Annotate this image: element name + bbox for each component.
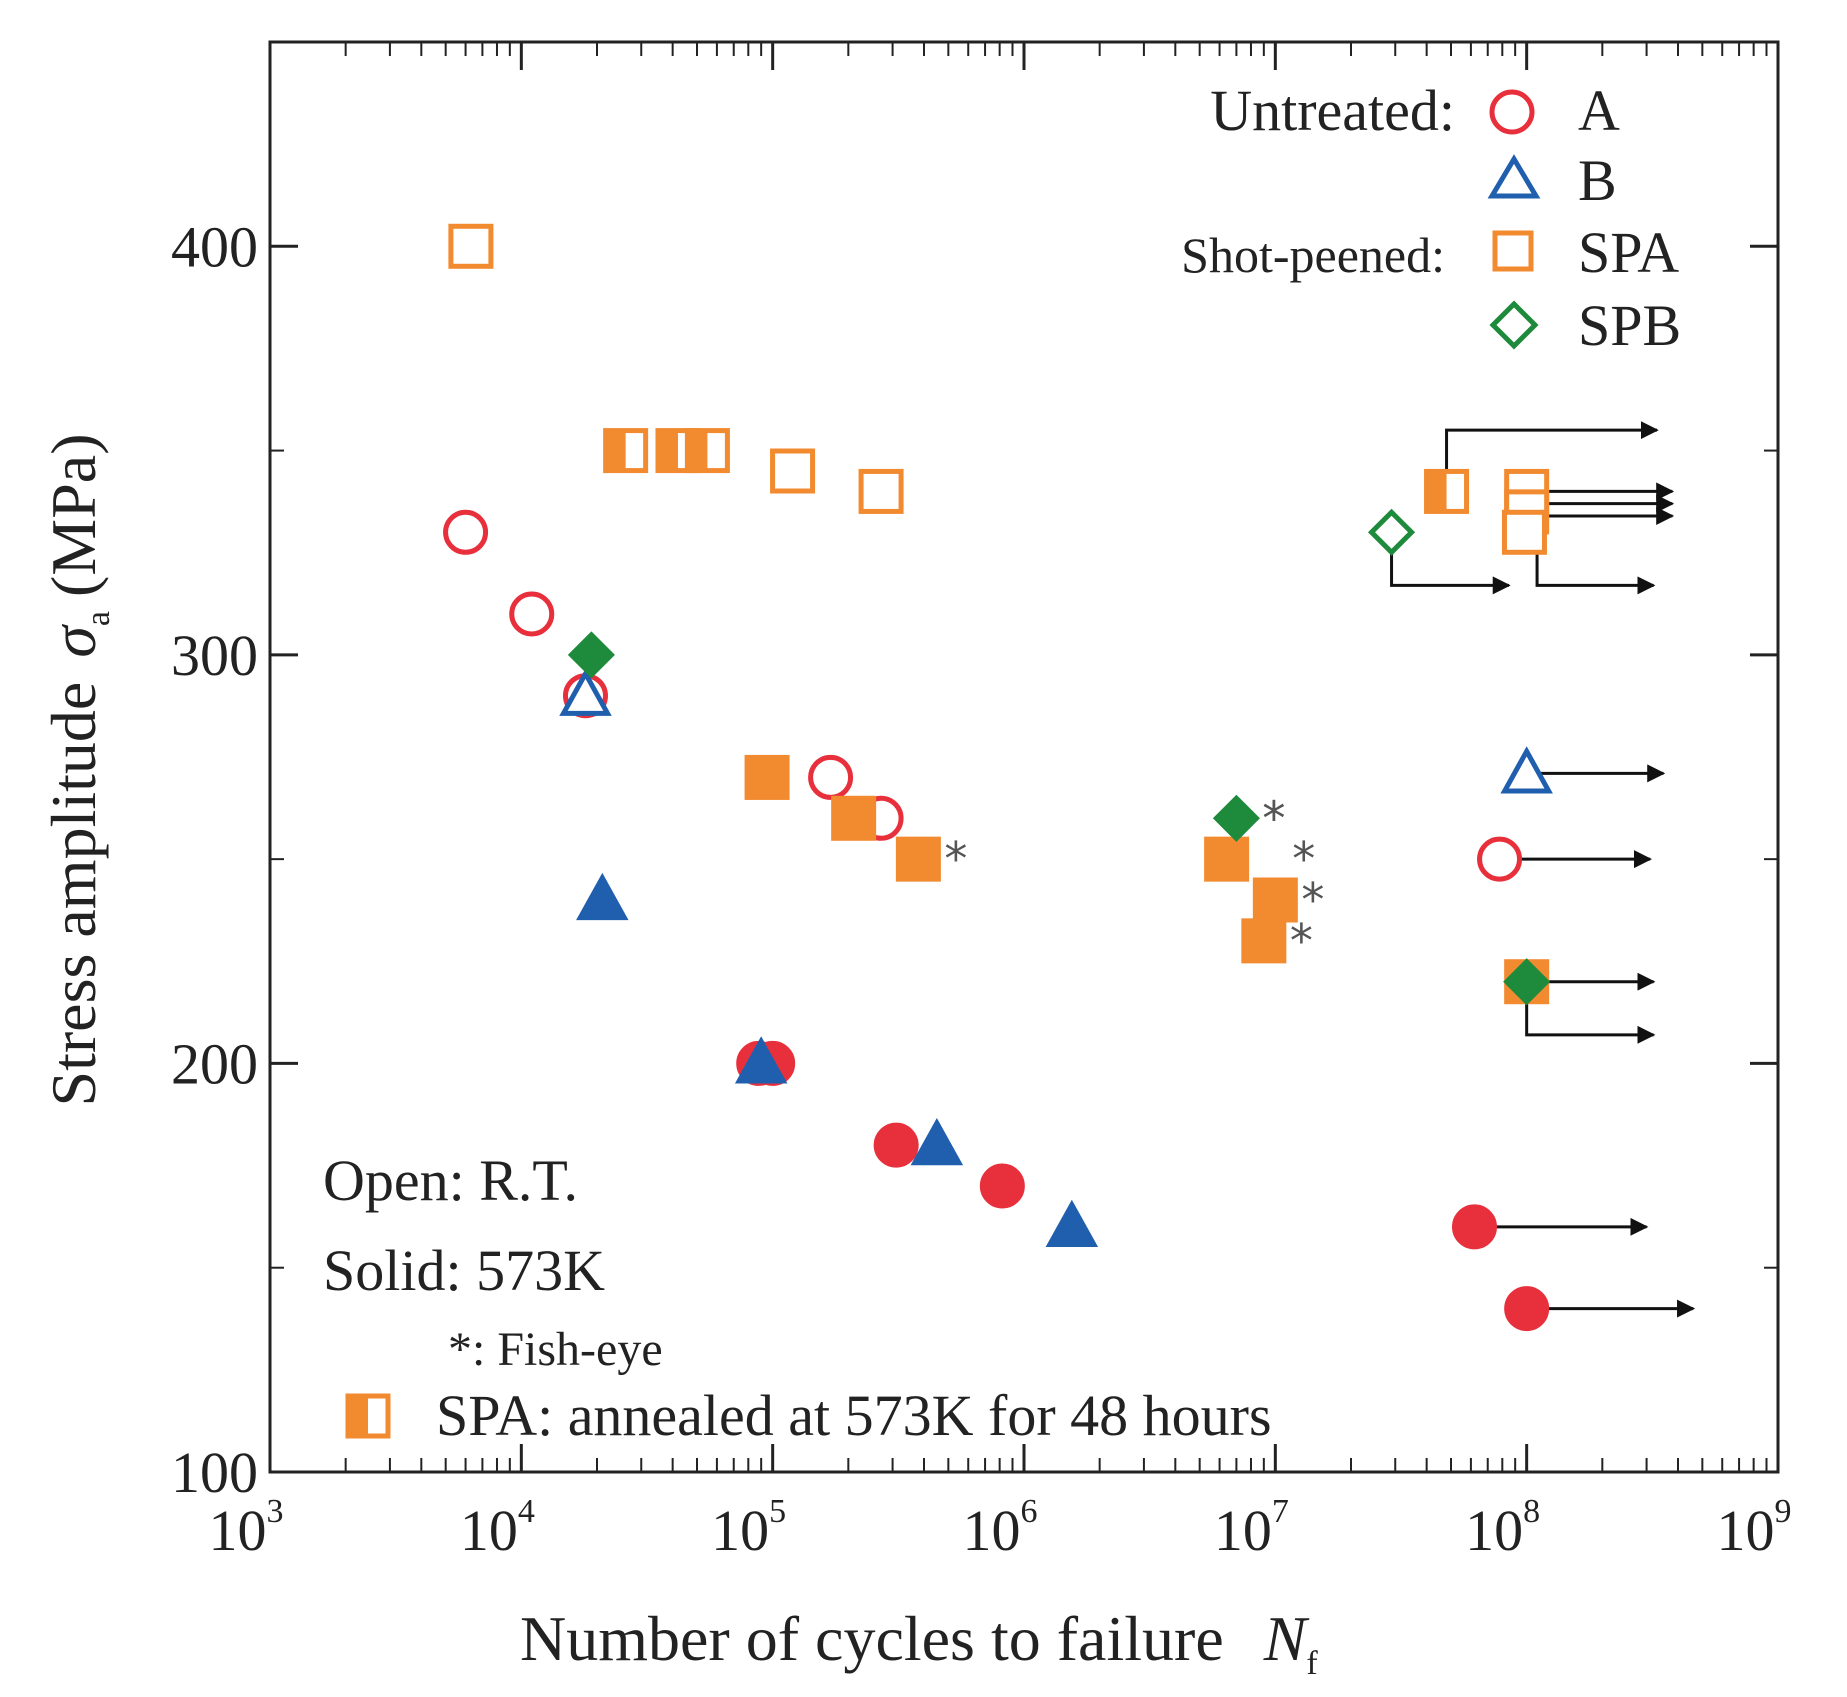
point-a-solid (979, 1163, 1025, 1209)
fisheye-marker: * (1290, 914, 1313, 968)
legend-marker-a (1489, 89, 1535, 135)
point-spa-solid (1204, 836, 1250, 882)
legend: Untreated: A B Shot-peened: SPA SPB (1181, 78, 1681, 358)
fisheye-marker: * (1292, 832, 1315, 886)
fisheye-marker: * (944, 832, 967, 886)
x-tick-base: 10 (963, 1498, 1021, 1563)
point-b-open (559, 668, 612, 716)
legend-group-shot-peened: Shot-peened: (1181, 227, 1445, 283)
condition-notes: Open: R.T. Solid: 573K *: Fish-eye SPA: … (323, 1148, 1272, 1448)
x-tick-base: 10 (460, 1498, 518, 1563)
note-fisheye: *: Fish-eye (448, 1323, 663, 1376)
point-spa-annealed (603, 428, 649, 474)
x-axis-label: Number of cycles to failure (520, 1603, 1224, 1674)
point-spa-solid (1241, 918, 1287, 964)
y-tick-label: 100 (171, 1440, 258, 1505)
x-tick-exponent: 6 (1021, 1493, 1038, 1530)
point-a-open (808, 754, 854, 800)
point-spa-open (448, 223, 494, 269)
y-axis-unit: (MPa) (38, 433, 109, 597)
point-a-open (443, 509, 489, 555)
runout-arrow (1535, 532, 1656, 595)
x-tick-label: 103 (209, 1493, 284, 1563)
x-tick-exponent: 9 (1775, 1493, 1792, 1530)
legend-label-spb: SPB (1578, 293, 1681, 358)
point-spb-solid (1212, 794, 1260, 842)
note-annealed: SPA: annealed at 573K for 48 hours (436, 1383, 1272, 1448)
fisheye-marker: * (1262, 791, 1285, 845)
runout-arrow (1445, 421, 1659, 492)
x-tick-exponent: 5 (769, 1493, 786, 1530)
note-annealed-marker (345, 1393, 391, 1439)
x-axis-title: Number of cycles to failure Nf (520, 1603, 1318, 1682)
point-a-open (509, 591, 555, 637)
point-spa-open (770, 448, 816, 494)
point-spa-open (858, 468, 904, 514)
y-axis-symbol: σ (38, 624, 109, 658)
x-tick-label: 106 (963, 1493, 1038, 1563)
point-spb-open (1368, 508, 1416, 556)
x-tick-exponent: 7 (1272, 1493, 1289, 1530)
point-b-open (1500, 746, 1553, 794)
x-tick-base: 10 (1465, 1498, 1523, 1563)
point-spb-solid (567, 631, 615, 679)
point-a-open (1477, 836, 1523, 882)
point-b-solid (910, 1117, 964, 1166)
x-tick-exponent: 3 (267, 1493, 284, 1530)
x-tick-label: 108 (1465, 1493, 1540, 1563)
point-b-solid (734, 1036, 788, 1084)
point-spa-open (1501, 509, 1547, 555)
x-tick-label: 105 (711, 1493, 786, 1563)
point-b-solid (576, 872, 629, 921)
y-tick-label: 400 (171, 214, 258, 279)
legend-label-a: A (1578, 78, 1620, 143)
point-spa-annealed (684, 428, 730, 474)
y-axis-title: Stress amplitude σa (MPa) (38, 433, 117, 1106)
x-tick-base: 10 (1214, 1498, 1272, 1563)
fisheye-marker: * (1301, 873, 1324, 927)
x-tick-base: 10 (711, 1498, 769, 1563)
point-a-solid (873, 1122, 919, 1168)
note-fisheye-label: : Fish-eye (472, 1323, 663, 1376)
legend-marker-spa (1492, 230, 1534, 272)
x-axis-symbol: N (1263, 1603, 1310, 1674)
runout-arrow (1390, 532, 1511, 595)
x-tick-label: 109 (1717, 1493, 1792, 1563)
data-points: ****** (443, 223, 1553, 1332)
point-spa-solid (744, 754, 790, 800)
x-tick-base: 10 (1717, 1498, 1775, 1563)
fisheye-marker: * (1262, 791, 1285, 845)
point-spb-solid (1503, 958, 1551, 1006)
x-tick-label: 107 (1214, 1493, 1289, 1563)
point-spa-solid (895, 836, 941, 882)
y-axis-label: Stress amplitude (38, 682, 109, 1107)
y-tick-label: 300 (171, 623, 258, 688)
legend-marker-b (1487, 154, 1541, 199)
y-tick-label: 200 (171, 1031, 258, 1096)
note-open: Open: R.T. (323, 1148, 578, 1213)
x-tick-label: 104 (460, 1493, 535, 1563)
axis-ticks (268, 41, 1780, 1474)
note-solid: Solid: 573K (323, 1238, 605, 1303)
svg-text:Stress amplitudeσa(MPa): Stress amplitude σa (MPa) (38, 433, 117, 1106)
x-tick-exponent: 8 (1523, 1493, 1540, 1530)
legend-label-b: B (1578, 148, 1617, 213)
note-fisheye-symbol: * (448, 1323, 472, 1376)
point-a-solid (1504, 1286, 1550, 1332)
legend-group-untreated: Untreated: (1210, 78, 1455, 143)
legend-marker-spb (1489, 300, 1539, 350)
runout-arrows (1390, 421, 1696, 1318)
x-tick-base: 10 (209, 1498, 267, 1563)
x-axis-subscript: f (1306, 1645, 1318, 1682)
point-b-solid (1045, 1199, 1099, 1247)
point-a-solid (1451, 1204, 1497, 1250)
point-spa-annealed (1424, 468, 1470, 514)
point-spa-solid (831, 795, 877, 841)
legend-label-spa: SPA (1578, 220, 1679, 285)
y-axis-subscript: a (80, 611, 117, 626)
x-tick-exponent: 4 (518, 1493, 535, 1530)
